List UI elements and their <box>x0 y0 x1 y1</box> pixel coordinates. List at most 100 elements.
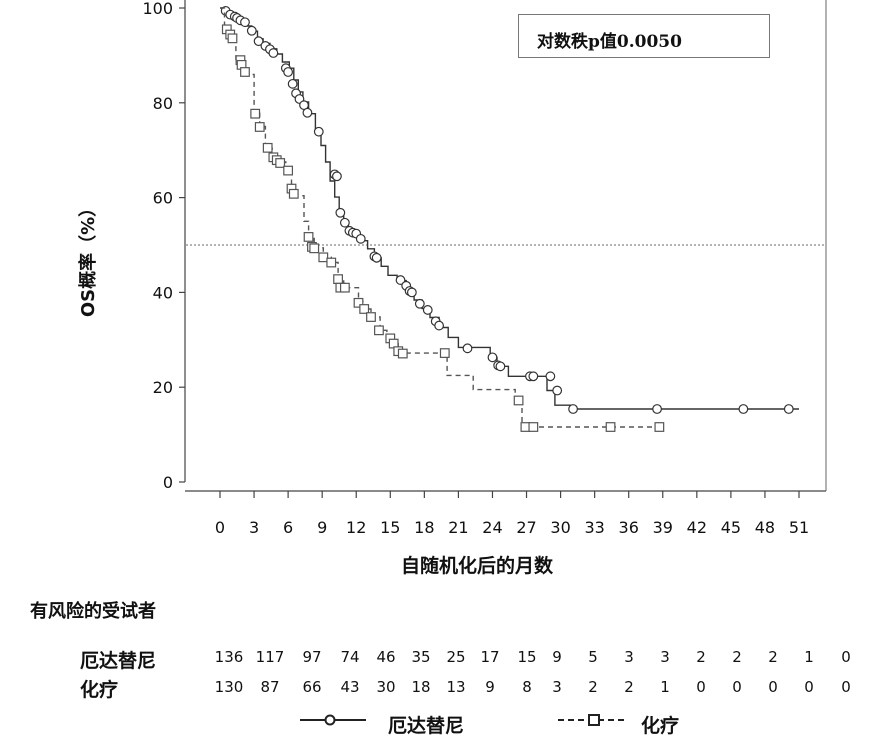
data-point-erdafitinib <box>434 320 445 331</box>
risk-cell: 87 <box>260 678 280 696</box>
x-tick-label: 51 <box>789 518 809 537</box>
x-tick-label: 0 <box>215 518 225 537</box>
data-point-erdafitinib <box>302 107 313 118</box>
risk-cell: 130 <box>214 678 244 696</box>
risk-cell: 0 <box>841 678 851 696</box>
data-point-erdafitinib <box>462 343 473 354</box>
risk-table-title: 有风险的受试者 <box>30 601 156 622</box>
risk-row-label-erdafitinib: 厄达替尼 <box>80 650 157 672</box>
data-point-erdafitinib <box>246 25 257 36</box>
risk-cell: 0 <box>841 648 851 666</box>
data-point-erdafitinib <box>287 78 298 89</box>
data-point-erdafitinib <box>495 361 506 372</box>
risk-cell: 9 <box>485 678 495 696</box>
data-point-chemo <box>359 304 370 314</box>
data-point-chemo <box>262 142 273 153</box>
data-point-erdafitinib <box>652 404 662 414</box>
data-point-chemo <box>309 243 320 254</box>
risk-cell: 97 <box>302 648 322 666</box>
risk-cell: 17 <box>480 648 500 666</box>
data-point-erdafitinib <box>313 126 324 137</box>
x-tick-label: 36 <box>619 518 639 537</box>
y-tick-label: 0 <box>163 473 173 492</box>
risk-cell: 43 <box>340 678 360 696</box>
x-tick-label: 45 <box>721 518 741 537</box>
data-point-chemo <box>240 67 250 77</box>
data-point-erdafitinib <box>783 404 794 414</box>
x-tick-label: 39 <box>653 518 673 537</box>
x-tick-label: 42 <box>687 518 707 537</box>
risk-cell: 136 <box>214 648 244 666</box>
data-point-chemo <box>397 348 408 359</box>
x-tick-label: 6 <box>283 518 293 537</box>
data-point-chemo <box>513 395 524 406</box>
x-tick-label: 24 <box>482 518 502 537</box>
data-point-erdafitinib <box>552 385 563 396</box>
risk-cell: 15 <box>517 648 537 666</box>
data-point-erdafitinib <box>738 404 749 414</box>
y-axis-label: OS概率（%） <box>77 199 99 317</box>
risk-cell: 2 <box>588 678 598 696</box>
risk-cell: 9 <box>552 648 562 666</box>
data-point-erdafitinib <box>406 287 417 298</box>
risk-cell: 66 <box>302 678 322 696</box>
risk-cell: 8 <box>522 678 532 696</box>
data-point-erdafitinib <box>283 67 294 77</box>
data-point-erdafitinib <box>487 352 498 363</box>
risk-cell: 2 <box>732 648 742 666</box>
risk-cell: 3 <box>624 648 634 666</box>
data-point-chemo <box>605 422 616 432</box>
y-tick-label: 20 <box>153 378 173 397</box>
y-tick-label: 80 <box>153 94 173 113</box>
legend-line-solid-circle <box>300 714 366 726</box>
risk-cell: 2 <box>768 648 778 666</box>
y-tick-label: 100 <box>142 0 173 18</box>
data-point-chemo <box>353 297 364 308</box>
risk-row-label-chemo: 化疗 <box>80 679 119 701</box>
risk-cell: 0 <box>696 678 706 696</box>
risk-cell: 30 <box>376 678 396 696</box>
risk-cell: 117 <box>255 648 285 666</box>
data-point-erdafitinib <box>332 171 342 182</box>
risk-cell: 0 <box>804 678 814 696</box>
x-axis-label: 自随机化后的月数 <box>401 554 554 577</box>
data-point-chemo <box>288 188 299 199</box>
data-point-erdafitinib <box>268 48 279 58</box>
data-point-chemo <box>283 165 294 176</box>
data-point-erdafitinib <box>371 252 382 263</box>
y-tick-label: 40 <box>153 283 173 302</box>
data-point-chemo <box>303 232 314 242</box>
data-point-erdafitinib <box>355 233 366 244</box>
x-tick-label: 33 <box>584 518 604 537</box>
risk-cell: 1 <box>660 678 670 696</box>
legend-label-chemo: 化疗 <box>641 715 680 737</box>
data-point-erdafitinib <box>240 17 250 28</box>
data-point-chemo <box>333 274 343 285</box>
data-point-chemo <box>250 108 261 119</box>
x-tick-label: 30 <box>550 518 570 537</box>
pvalue-text: 对数秩p值0.0050 <box>537 32 682 52</box>
risk-cell: 74 <box>340 648 360 666</box>
data-point-chemo <box>374 325 384 336</box>
data-point-chemo <box>339 282 350 293</box>
series-line-erdafitinib <box>220 7 799 410</box>
y-tick-label: 60 <box>153 189 173 208</box>
risk-cell: 2 <box>696 648 706 666</box>
risk-cell: 18 <box>411 678 431 696</box>
data-point-erdafitinib <box>335 207 346 218</box>
risk-cell: 46 <box>376 648 396 666</box>
data-point-chemo <box>227 33 238 44</box>
risk-cell: 3 <box>552 678 562 696</box>
risk-cell: 5 <box>588 648 598 666</box>
legend-label-erdafitinib: 厄达替尼 <box>388 715 465 737</box>
data-point-chemo <box>318 252 329 263</box>
risk-cell: 1 <box>804 648 814 666</box>
x-tick-label: 3 <box>249 518 259 537</box>
data-point-chemo <box>254 122 265 132</box>
data-point-chemo <box>439 348 450 358</box>
x-tick-label: 9 <box>317 518 327 537</box>
data-point-erdafitinib <box>339 217 350 228</box>
risk-cell: 35 <box>411 648 431 666</box>
risk-cell: 0 <box>768 678 778 696</box>
